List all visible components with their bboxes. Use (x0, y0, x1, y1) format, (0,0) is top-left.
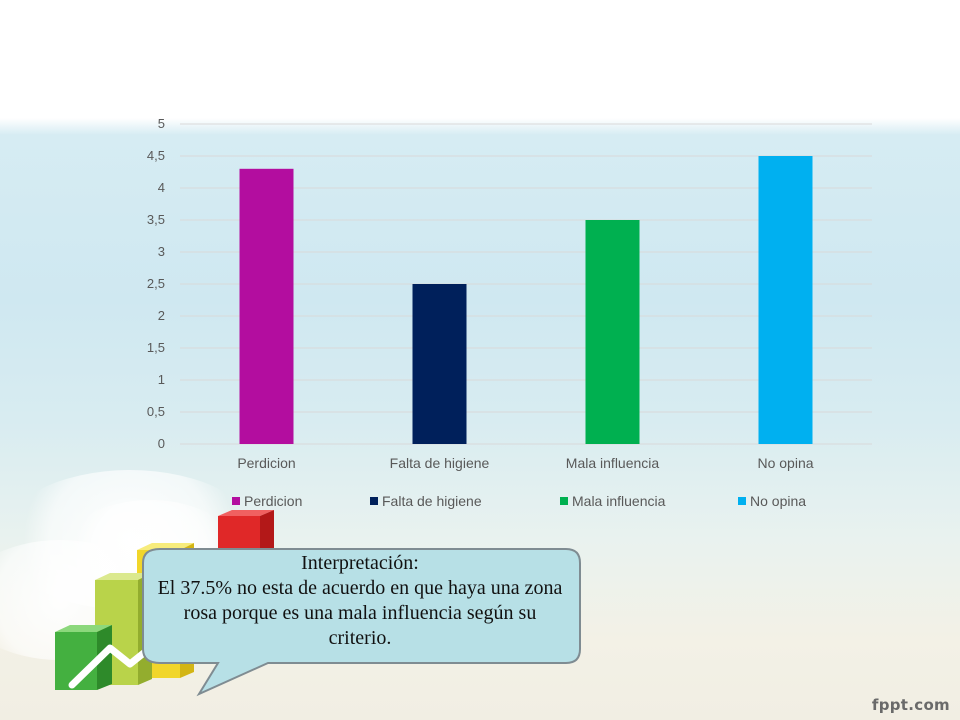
interpretation-body: El 37.5% no esta de acuerdo en que haya … (157, 577, 563, 649)
legend-label: Falta de higiene (382, 493, 482, 509)
legend-label: Perdicion (244, 493, 302, 509)
legend-swatch (738, 497, 746, 505)
bar (239, 168, 294, 445)
y-tick-label: 1 (158, 372, 165, 387)
legend-label: Mala influencia (572, 493, 666, 509)
y-tick-label: 3,5 (147, 212, 165, 227)
y-tick-label: 1,5 (147, 340, 165, 355)
y-tick-label: 0 (158, 436, 165, 451)
x-tick-label: Mala influencia (566, 455, 660, 471)
interpretation-callout: Interpretación: El 37.5% no esta de acue… (150, 551, 570, 651)
bar (585, 220, 640, 444)
bar (412, 284, 467, 444)
y-tick-label: 4,5 (147, 148, 165, 163)
y-tick-label: 0,5 (147, 404, 165, 419)
interpretation-heading: Interpretación: (301, 552, 419, 574)
y-tick-label: 2 (158, 308, 165, 323)
legend-swatch (370, 497, 378, 505)
x-tick-label: No opina (757, 455, 813, 471)
legend-swatch (560, 497, 568, 505)
y-tick-label: 4 (158, 180, 165, 195)
y-tick-label: 2,5 (147, 276, 165, 291)
legend-swatch (232, 497, 240, 505)
x-tick-label: Perdicion (237, 455, 295, 471)
bar (758, 156, 813, 444)
y-tick-label: 5 (158, 116, 165, 131)
footer-brand: fppt.com (871, 696, 950, 714)
legend-label: No opina (750, 493, 806, 509)
x-tick-label: Falta de higiene (390, 455, 490, 471)
y-tick-label: 3 (158, 244, 165, 259)
